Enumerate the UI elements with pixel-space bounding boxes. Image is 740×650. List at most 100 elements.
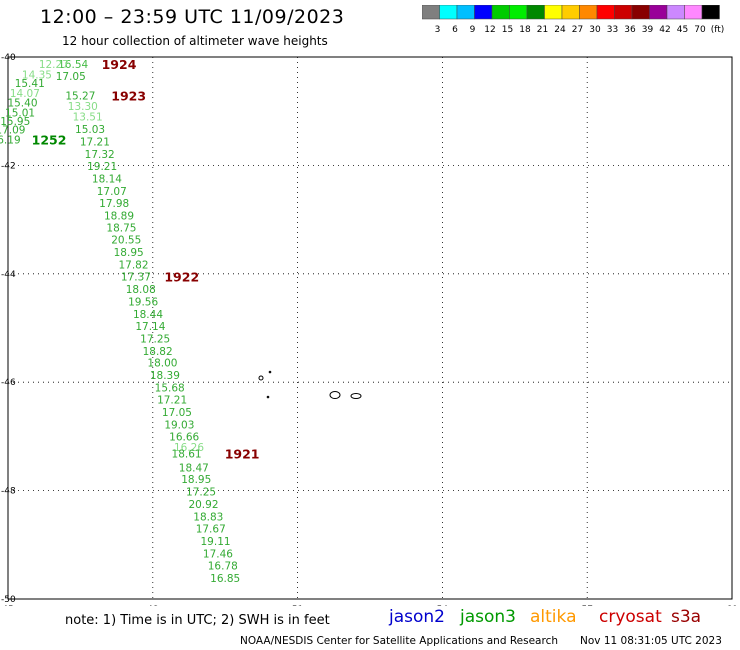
plot-frame bbox=[7, 56, 733, 600]
x-tick-label: 54 bbox=[437, 605, 449, 606]
wave-height-point: 17.98 bbox=[99, 198, 129, 210]
y-tick-label: -40 bbox=[1, 53, 16, 63]
wave-height-point: 15.03 bbox=[75, 124, 105, 136]
wave-height-point: 13.51 bbox=[73, 112, 103, 124]
wave-height-point: 17.07 bbox=[97, 186, 127, 198]
x-tick-label: 48 bbox=[147, 605, 159, 606]
wave-height-point: 17.25 bbox=[140, 333, 170, 345]
wave-height-point: 17.46 bbox=[203, 548, 233, 560]
wave-height-point: 15.41 bbox=[15, 78, 45, 90]
wave-height-point: 17.32 bbox=[85, 149, 115, 161]
wave-height-point: 17.67 bbox=[196, 524, 226, 536]
x-tick-label: 45 bbox=[2, 605, 13, 606]
wave-height-point: 16.78 bbox=[208, 560, 238, 572]
wave-height-point: 18.89 bbox=[104, 210, 134, 222]
island-outline bbox=[258, 370, 362, 399]
legend-tick-label: 70 bbox=[694, 25, 706, 35]
wave-height-point: 19.56 bbox=[128, 296, 158, 308]
wave-height-point: 19.03 bbox=[164, 419, 194, 431]
legend-tick-label: 24 bbox=[554, 25, 566, 35]
legend-tick-label: 6 bbox=[452, 25, 458, 35]
wave-height-point: 18.83 bbox=[193, 512, 223, 524]
wave-height-point: 18.75 bbox=[106, 223, 136, 235]
pass-time-label: 1922 bbox=[164, 270, 199, 285]
pass-time-label: 1921 bbox=[225, 447, 260, 462]
x-tick-label: 60 bbox=[726, 605, 738, 606]
wave-height-point: 16.66 bbox=[169, 431, 199, 443]
generated-timestamp: Nov 11 08:31:05 UTC 2023 bbox=[580, 635, 722, 647]
legend-tick-label: 45 bbox=[677, 25, 688, 35]
wave-height-point: 18.00 bbox=[147, 358, 177, 370]
wave-height-point: 14.35 bbox=[22, 69, 52, 81]
wave-height-point: 18.82 bbox=[143, 346, 173, 358]
legend-tick-label: 3 bbox=[435, 25, 441, 35]
satellite-legend-altika: altika bbox=[530, 607, 577, 627]
legend-tick-label: 27 bbox=[572, 25, 583, 35]
wave-height-point: 15.68 bbox=[155, 383, 185, 395]
wave-height-point: 14.07 bbox=[10, 88, 40, 100]
legend-tick-label: 21 bbox=[537, 25, 548, 35]
wave-height-point: 18.47 bbox=[179, 462, 209, 474]
legend-tick-label: 39 bbox=[642, 25, 654, 35]
wave-height-point: 16.26 bbox=[174, 442, 204, 454]
y-tick-label: -44 bbox=[1, 270, 16, 280]
y-tick-label: -48 bbox=[1, 487, 16, 497]
wave-height-point: 15.27 bbox=[65, 90, 95, 102]
legend-tick-label: (ft) bbox=[711, 25, 725, 35]
credit-text: NOAA/NESDIS Center for Satellite Applica… bbox=[240, 635, 558, 647]
wave-height-point: 17.05 bbox=[56, 71, 86, 83]
chart-subtitle: 12 hour collection of altimeter wave hei… bbox=[62, 34, 328, 48]
legend-tick-label: 42 bbox=[659, 25, 670, 35]
x-tick-label: 51 bbox=[292, 605, 303, 606]
wave-height-point: 13.30 bbox=[68, 101, 98, 113]
wave-height-point: 19.11 bbox=[201, 536, 231, 548]
footnote: note: 1) Time is in UTC; 2) SWH is in fe… bbox=[65, 613, 330, 628]
wave-height-point: 15.40 bbox=[7, 98, 37, 110]
pass-time-label: 1252 bbox=[32, 132, 67, 147]
wave-height-plot: 45 48 51 54 57 60 -40 -42 -44 -46 -48 -50 16.5412.27… bbox=[0, 53, 738, 606]
wave-height-point: 17.25 bbox=[186, 487, 216, 499]
satellite-legend-jason2: jason2 bbox=[389, 607, 445, 627]
wave-height-point: 17.05 bbox=[162, 407, 192, 419]
wave-height-point: 15.01 bbox=[5, 107, 35, 119]
wave-height-point: 20.55 bbox=[111, 235, 141, 247]
wave-height-point: 18.61 bbox=[172, 449, 202, 461]
satellite-legend-jason3: jason3 bbox=[460, 607, 516, 627]
legend-tick-label: 33 bbox=[607, 25, 618, 35]
wave-height-point: 19.21 bbox=[87, 161, 117, 173]
wave-height-point: 18.14 bbox=[92, 173, 122, 185]
y-tick-label: -50 bbox=[1, 595, 16, 605]
legend-tick-label: 9 bbox=[470, 25, 476, 35]
legend-tick-label: 36 bbox=[624, 25, 636, 35]
chart-title: 12:00 – 23:59 UTC 11/09/2023 bbox=[40, 6, 345, 28]
wave-height-point: 18.95 bbox=[114, 247, 144, 259]
wave-height-point: 17.21 bbox=[80, 137, 110, 149]
satellite-legend-cryosat: cryosat bbox=[599, 607, 662, 627]
legend-tick-label: 30 bbox=[589, 25, 601, 35]
wave-height-point: 12.27 bbox=[39, 59, 69, 71]
x-tick-label: 57 bbox=[581, 605, 592, 606]
wave-height-point: 15.95 bbox=[0, 116, 30, 128]
y-tick-label: -46 bbox=[1, 378, 16, 388]
wave-height-point: 20.92 bbox=[188, 499, 218, 511]
wave-height-point: 18.08 bbox=[126, 284, 156, 296]
wave-height-point: 16.19 bbox=[0, 134, 21, 146]
wave-height-point: 17.09 bbox=[0, 125, 25, 137]
wave-height-point: 16.85 bbox=[210, 573, 240, 585]
wave-height-point: 18.44 bbox=[133, 309, 163, 321]
wave-height-point: 17.37 bbox=[121, 272, 151, 284]
wave-height-point: 16.54 bbox=[58, 59, 88, 71]
satellite-legend-s3a: s3a bbox=[671, 607, 702, 627]
pass-time-label: 1924 bbox=[102, 57, 137, 72]
legend-tick-label: 18 bbox=[519, 25, 531, 35]
legend-tick-label: 12 bbox=[484, 25, 495, 35]
wave-height-point: 17.14 bbox=[135, 321, 165, 333]
legend-swatch bbox=[701, 5, 720, 20]
color-legend: 3 6 9 12 15 18 21 24 27 30 33 36 39 42 45 70 (ft) bbox=[422, 5, 725, 35]
y-tick-label: -42 bbox=[1, 161, 16, 171]
wave-height-point: 18.39 bbox=[150, 370, 180, 382]
legend-tick-label: 15 bbox=[502, 25, 513, 35]
wave-height-point: 17.21 bbox=[157, 395, 187, 407]
wave-height-point: 17.82 bbox=[118, 260, 148, 272]
wave-height-point: 18.95 bbox=[181, 474, 211, 486]
